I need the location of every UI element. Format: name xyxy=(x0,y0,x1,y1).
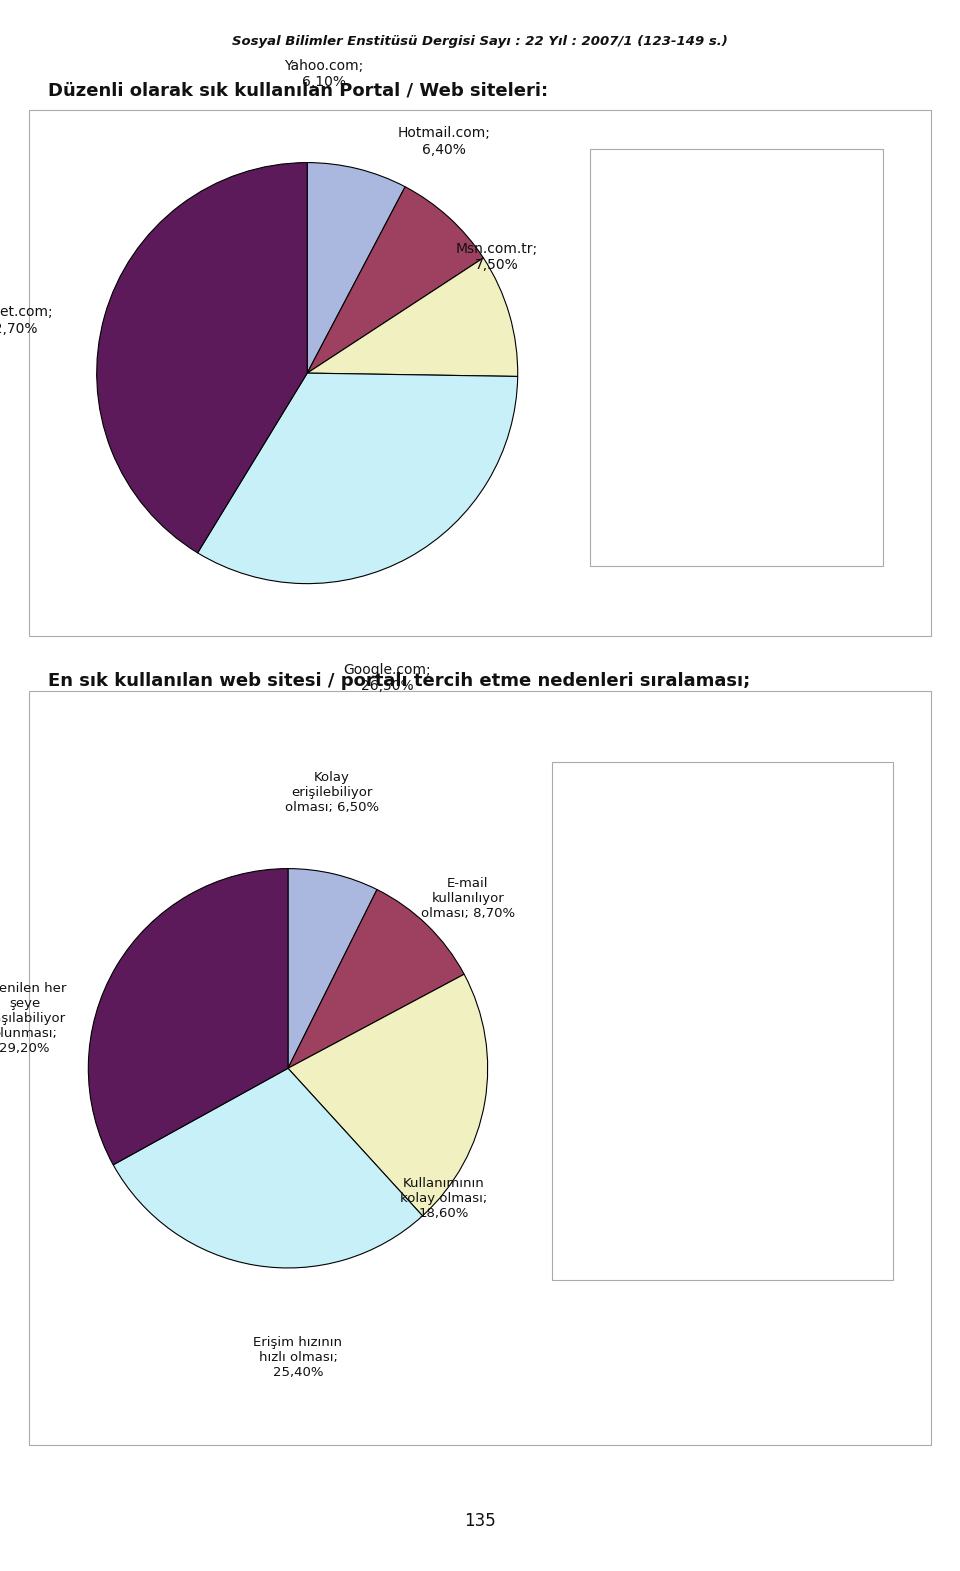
Text: Mynet.com;
32,70%: Mynet.com; 32,70% xyxy=(0,305,54,336)
Wedge shape xyxy=(113,1068,422,1268)
Text: Sosyal Bilimler Enstitüsü Dergisi Sayı : 22 Yıl : 2007/1 (123-149 s.): Sosyal Bilimler Enstitüsü Dergisi Sayı :… xyxy=(232,35,728,47)
Text: Mynet.com: Mynet.com xyxy=(646,495,728,509)
Wedge shape xyxy=(288,889,464,1068)
Text: Erişim hızının
hızlı olması;
25,40%: Erişim hızının hızlı olması; 25,40% xyxy=(253,1337,343,1379)
Bar xyxy=(570,990,600,1032)
Text: Kullanımının
kolay olması;
18,60%: Kullanımının kolay olması; 18,60% xyxy=(400,1177,488,1219)
Bar xyxy=(607,410,635,446)
Text: Kolay erişilebiliyor
olması: Kolay erişilebiliyor olması xyxy=(613,804,739,836)
Text: İstenilen her
şeye
ulaşılabiliyor
olunması;
29,20%: İstenilen her şeye ulaşılabiliyor olunma… xyxy=(0,982,66,1054)
Bar xyxy=(570,800,600,842)
Text: Hotmail.com;
6,40%: Hotmail.com; 6,40% xyxy=(397,126,491,157)
Text: Düzenli olarak sık kullanılan Portal / Web siteleri:: Düzenli olarak sık kullanılan Portal / W… xyxy=(48,82,548,99)
Text: E-mail
kullanılıyor
olması; 8,70%: E-mail kullanılıyor olması; 8,70% xyxy=(420,877,515,921)
Wedge shape xyxy=(198,374,517,583)
Text: Kolay
erişilebiliyor
olması; 6,50%: Kolay erişilebiliyor olması; 6,50% xyxy=(285,771,379,814)
Wedge shape xyxy=(88,869,288,1164)
Text: Msn.com.tr;
7,50%: Msn.com.tr; 7,50% xyxy=(456,242,538,272)
Bar xyxy=(607,187,635,223)
Text: İstenilen her şeye
ulaşılabiliyor olunması: İstenilen her şeye ulaşılabiliyor olunma… xyxy=(613,1181,768,1214)
Text: E-mail kullanılıyor
olması: E-mail kullanılıyor olması xyxy=(613,900,736,930)
Text: Msn.com.tr: Msn.com.tr xyxy=(646,346,729,361)
Text: Hotmail.com: Hotmail.com xyxy=(646,272,739,287)
Bar xyxy=(570,1084,600,1126)
Wedge shape xyxy=(288,869,377,1068)
Wedge shape xyxy=(288,974,488,1216)
Text: Yahoo.com: Yahoo.com xyxy=(646,198,725,212)
Text: Erişim hızının hızlı olması: Erişim hızının hızlı olması xyxy=(613,1097,787,1111)
Bar xyxy=(607,335,635,371)
Bar xyxy=(607,261,635,297)
Wedge shape xyxy=(307,187,484,374)
Wedge shape xyxy=(307,163,405,374)
Text: Google.com: Google.com xyxy=(646,419,733,435)
Wedge shape xyxy=(97,162,307,553)
Text: Kullanımının kolay
olması: Kullanımının kolay olması xyxy=(613,994,739,1024)
Bar xyxy=(570,894,600,938)
Text: 135: 135 xyxy=(464,1511,496,1530)
Bar xyxy=(607,484,635,520)
Text: Google.com;
26,50%: Google.com; 26,50% xyxy=(344,663,431,693)
Bar xyxy=(570,1178,600,1221)
Wedge shape xyxy=(307,258,517,377)
Text: Yahoo.com;
6,10%: Yahoo.com; 6,10% xyxy=(284,60,364,90)
Text: En sık kullanılan web sitesi / portalı tercih etme nedenleri sıralaması;: En sık kullanılan web sitesi / portalı t… xyxy=(48,672,751,690)
